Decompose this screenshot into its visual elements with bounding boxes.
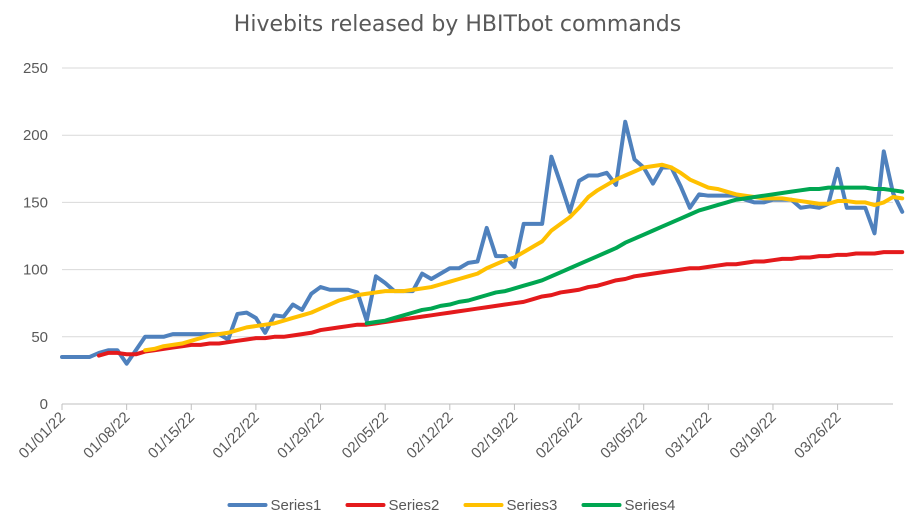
x-tick-label: 03/19/22 (726, 409, 779, 462)
legend-entry-series1: Series1 (227, 497, 322, 514)
legend-label: Series4 (625, 497, 676, 514)
legend-entry-series4: Series4 (581, 497, 676, 514)
legend-label: Series2 (389, 497, 440, 514)
x-tick-label: 02/19/22 (468, 409, 521, 462)
legend-entry-series2: Series2 (345, 497, 440, 514)
x-tick-label: 03/26/22 (791, 409, 844, 462)
x-tick-label: 01/08/22 (80, 409, 133, 462)
legend-label: Series1 (271, 497, 322, 514)
x-tick-label: 01/22/22 (209, 409, 262, 462)
x-tick-label: 02/05/22 (339, 409, 392, 462)
y-tick-label: 50 (31, 329, 48, 346)
x-tick-label: 02/26/22 (533, 409, 586, 462)
y-tick-label: 150 (23, 194, 48, 211)
y-tick-label: 0 (40, 396, 48, 413)
series-line-series4 (364, 185, 905, 326)
series-line-series1 (60, 119, 905, 366)
x-tick-label: 01/01/22 (16, 409, 69, 462)
legend-entry-series3: Series3 (463, 497, 558, 514)
x-tick-label: 03/05/22 (597, 409, 650, 462)
series-line-series3 (143, 162, 905, 353)
series-line-series2 (96, 250, 905, 358)
y-tick-label: 250 (23, 60, 48, 77)
x-tick-label: 01/29/22 (274, 409, 327, 462)
legend-label: Series3 (507, 497, 558, 514)
x-tick-label: 01/15/22 (145, 409, 198, 462)
y-tick-label: 100 (23, 262, 48, 279)
y-tick-label: 200 (23, 127, 48, 144)
x-tick-label: 02/12/22 (403, 409, 456, 462)
x-tick-label: 03/12/22 (662, 409, 715, 462)
chart-title: Hivebits released by HBITbot commands (233, 12, 682, 37)
